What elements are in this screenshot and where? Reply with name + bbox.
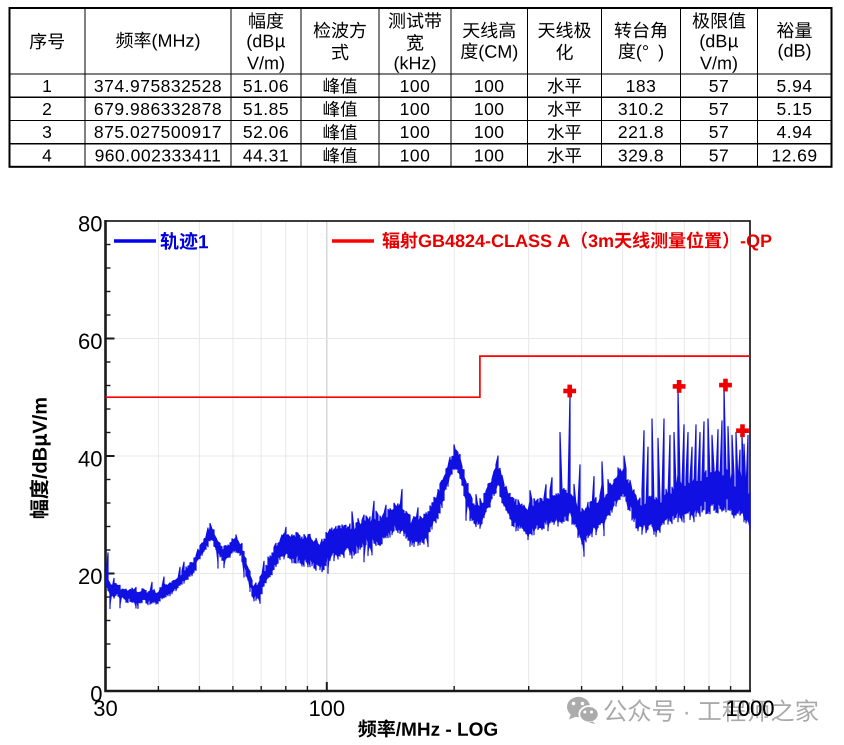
svg-text:100: 100: [474, 145, 505, 165]
svg-text:100: 100: [474, 122, 505, 142]
svg-text:100: 100: [400, 76, 431, 96]
svg-text:52.06: 52.06: [243, 122, 289, 142]
svg-text:60: 60: [78, 329, 102, 354]
svg-text:1000: 1000: [726, 696, 775, 721]
svg-text:960.002333411: 960.002333411: [95, 145, 222, 165]
svg-text:44.31: 44.31: [243, 145, 289, 165]
svg-text:40: 40: [78, 447, 102, 472]
svg-text:20: 20: [78, 564, 102, 589]
svg-text:57: 57: [709, 145, 729, 165]
svg-text:679.986332878: 679.986332878: [94, 99, 222, 119]
svg-text:5.94: 5.94: [776, 76, 812, 96]
svg-text:80: 80: [78, 212, 102, 237]
svg-text:3: 3: [42, 122, 52, 142]
svg-text:57: 57: [709, 76, 729, 96]
svg-text:374.975832528: 374.975832528: [94, 76, 222, 96]
svg-text:30: 30: [93, 696, 117, 721]
svg-text:100: 100: [474, 76, 505, 96]
svg-text:57: 57: [709, 99, 729, 119]
svg-text:100: 100: [474, 99, 505, 119]
svg-text:4: 4: [42, 145, 52, 165]
svg-text:5.15: 5.15: [776, 99, 812, 119]
svg-text:100: 100: [400, 145, 431, 165]
svg-text:51.06: 51.06: [243, 76, 289, 96]
svg-text:1: 1: [42, 76, 52, 96]
svg-text:12.69: 12.69: [771, 145, 817, 165]
svg-text:329.8: 329.8: [618, 145, 664, 165]
svg-text:2: 2: [42, 99, 52, 119]
svg-text:0: 0: [90, 682, 102, 707]
svg-text:51.85: 51.85: [243, 99, 289, 119]
svg-text:875.027500917: 875.027500917: [94, 122, 222, 142]
svg-text:100: 100: [400, 122, 431, 142]
svg-text:4.94: 4.94: [776, 122, 812, 142]
svg-text:183: 183: [626, 76, 657, 96]
svg-text:100: 100: [400, 99, 431, 119]
svg-text:310.2: 310.2: [618, 99, 664, 119]
svg-text:100: 100: [308, 696, 345, 721]
svg-text:221.8: 221.8: [618, 122, 664, 142]
svg-text:57: 57: [709, 122, 729, 142]
